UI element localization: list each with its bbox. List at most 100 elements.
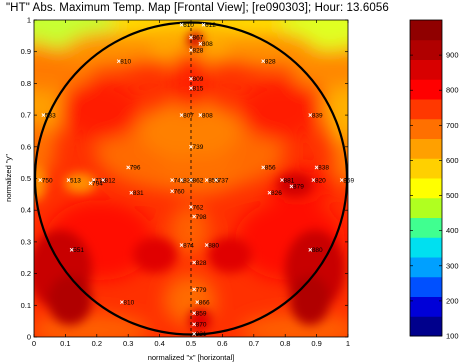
thermocouple-point: 513 (66, 177, 81, 184)
thermocouple-label: 513 (70, 177, 81, 184)
colorbar-tick-label: 800 (446, 86, 459, 95)
thermocouple-marker (204, 178, 209, 183)
thermocouple-marker (195, 300, 200, 305)
thermocouple-point: 810 (116, 59, 132, 66)
colorbar-segment (410, 237, 442, 258)
thermocouple-point: 879 (289, 184, 304, 191)
y-tick-label: 0.3 (21, 237, 31, 246)
thermocouple-marker (261, 165, 266, 170)
colorbar-tick-label: 400 (446, 226, 459, 235)
x-tick-label: 0.8 (280, 339, 290, 348)
thermocouple-marker (170, 178, 175, 183)
thermocouple-label: 879 (293, 184, 304, 191)
thermocouple-label: 737 (218, 177, 229, 184)
thermocouple-label: 820 (315, 177, 326, 184)
y-tick-label: 0 (27, 333, 31, 342)
thermocouple-marker (189, 86, 193, 91)
thermocouple-label: 826 (271, 190, 282, 197)
thermocouple-point: 828 (189, 47, 204, 54)
thermocouple-point: 794 (88, 181, 103, 188)
thermocouple-marker (88, 181, 93, 186)
thermocouple-marker (120, 300, 124, 305)
thermocouple-point: 772 (91, 177, 106, 184)
thermocouple-point: 815 (189, 85, 204, 92)
thermocouple-marker (192, 214, 197, 219)
thermocouple-point: 812 (101, 177, 116, 184)
y-tick-label: 1 (27, 16, 31, 25)
colorbar-tick-label: 600 (446, 156, 459, 165)
thermocouple-marker (192, 331, 197, 336)
x-tick-label: 0.9 (311, 339, 321, 348)
thermocouple-marker (189, 178, 193, 183)
x-axis-ticks: 0 0.1 0.2 0.3 0.4 0.5 0.6 0.7 0.8 0.9 1 (32, 20, 350, 348)
thermocouple-label: 808 (202, 112, 213, 119)
y-axis-label: normalized "y" (4, 154, 13, 202)
colorbar-segment (410, 197, 442, 218)
colorbar-tick-label: 500 (446, 191, 459, 200)
thermocouple-point: 856 (261, 165, 276, 172)
colorbar-segment (410, 316, 442, 337)
x-tick-label: 0.2 (92, 339, 102, 348)
thermocouple-marker (189, 35, 193, 40)
thermocouple-point: 838 (179, 177, 194, 184)
thermocouple-label: 794 (92, 181, 103, 188)
thermocouple-point: 880 (204, 242, 219, 249)
thermocouple-marker (192, 322, 197, 327)
thermocouple-label: 859 (343, 177, 354, 184)
thermocouple-marker (179, 178, 184, 183)
thermocouple-label: 828 (196, 260, 207, 267)
thermocouple-point: 880 (308, 247, 323, 254)
thermocouple-label: 856 (265, 165, 276, 172)
thermocouple-point: 859 (339, 177, 354, 184)
thermocouple-label: 812 (105, 177, 116, 184)
x-tick-label: 0 (32, 339, 36, 348)
thermocouple-marker (38, 178, 43, 183)
thermocouple-point: 826 (267, 190, 282, 197)
thermocouple-marker (129, 190, 134, 195)
thermocouple-label: 809 (193, 76, 204, 83)
thermocouple-label: 810 (123, 299, 134, 306)
thermocouple-marker (261, 59, 266, 64)
colorbar-tick-label: 300 (446, 261, 459, 270)
thermocouple-label: 760 (174, 188, 185, 195)
thermocouple-marker (179, 243, 184, 247)
thermocouple-marker (189, 48, 193, 53)
thermocouple-label: 831 (133, 190, 144, 197)
thermocouple-point: 808 (198, 41, 213, 48)
thermocouple-marker (311, 178, 316, 183)
thermocouple-marker (198, 113, 203, 118)
thermocouple-point: 533 (41, 112, 56, 119)
thermocouple-label: 828 (193, 47, 204, 54)
thermocouple-point: 870 (192, 322, 207, 329)
x-tick-label: 0.4 (154, 339, 164, 348)
thermocouple-label: 798 (196, 214, 207, 221)
thermocouple-point: 796 (126, 165, 141, 172)
y-tick-label: 0.4 (21, 206, 31, 215)
thermocouple-label: 808 (202, 41, 213, 48)
x-tick-label: 1 (346, 339, 350, 348)
thermocouple-point: 838 (314, 165, 329, 172)
y-tick-label: 0.5 (21, 174, 31, 183)
thermocouple-marker (280, 178, 284, 183)
thermocouple-point: 760 (170, 188, 185, 195)
thermocouple-point: 831 (129, 190, 144, 197)
colorbar-tick-label: 100 (446, 332, 459, 341)
thermocouple-marker (189, 76, 193, 81)
colorbar-segment (410, 158, 442, 179)
thermocouple-point: 859 (192, 311, 207, 318)
thermocouple-point: 821 (192, 331, 207, 338)
x-tick-label: 0.5 (186, 339, 196, 348)
thermocouple-marker (189, 205, 193, 209)
thermocouple-label: 867 (193, 35, 204, 42)
thermocouple-marker (289, 184, 294, 189)
thermocouple-label: 838 (183, 177, 194, 184)
y-tick-label: 0.8 (21, 79, 31, 88)
thermocouple-point: 839 (308, 112, 323, 119)
colorbar-frame (409, 19, 443, 337)
thermocouple-point: 828 (192, 260, 207, 267)
y-tick-label: 0.2 (21, 269, 31, 278)
thermocouple-label: 772 (95, 177, 106, 184)
